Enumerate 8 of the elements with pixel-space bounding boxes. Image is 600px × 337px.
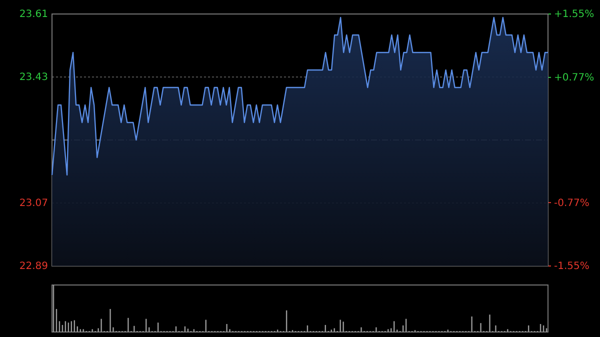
y-tick-label: 23.07 xyxy=(19,198,48,210)
y2-tick-label: -1.55% xyxy=(554,261,590,272)
y-tick-label: 23.43 xyxy=(19,72,48,84)
y2-tick-label: +1.55% xyxy=(554,9,594,20)
y-tick-label: 22.89 xyxy=(19,261,48,272)
y2-tick-label: -0.77% xyxy=(554,198,590,209)
y2-tick-label: +0.77% xyxy=(554,72,594,84)
y-tick-label: 23.61 xyxy=(19,9,48,20)
